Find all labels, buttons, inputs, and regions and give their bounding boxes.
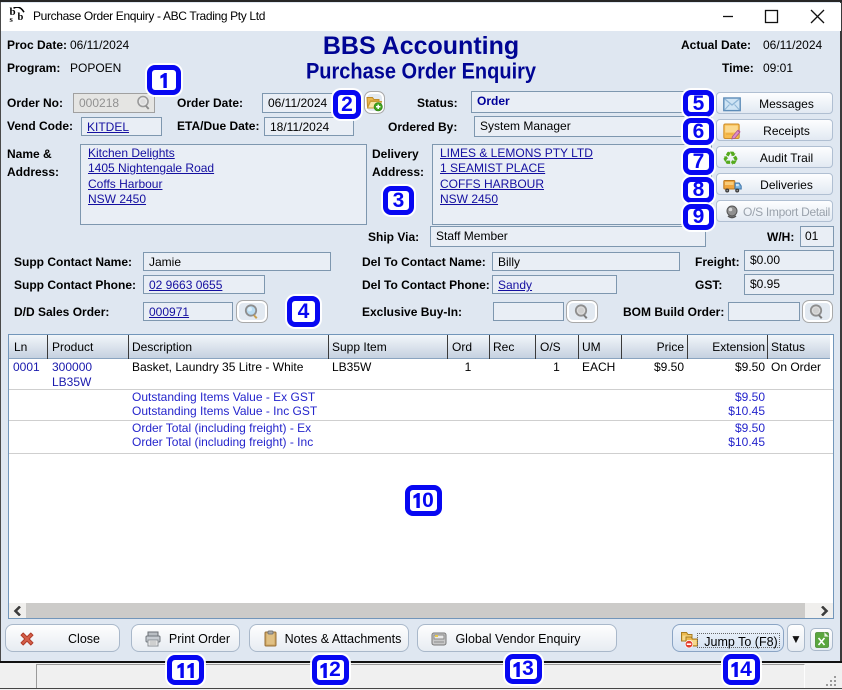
svg-text:s: s [10, 14, 14, 24]
svg-text:b: b [10, 7, 16, 18]
svg-text:b: b [18, 12, 24, 23]
svg-text:♻: ♻ [723, 149, 739, 168]
